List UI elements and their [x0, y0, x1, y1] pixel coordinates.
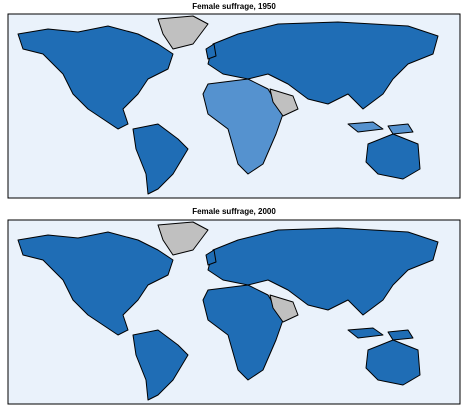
- map-title: Female suffrage, 2000: [192, 207, 276, 216]
- map-1950: [7, 13, 461, 199]
- map-title: Female suffrage, 1950: [192, 2, 276, 11]
- map-2000: [7, 219, 461, 405]
